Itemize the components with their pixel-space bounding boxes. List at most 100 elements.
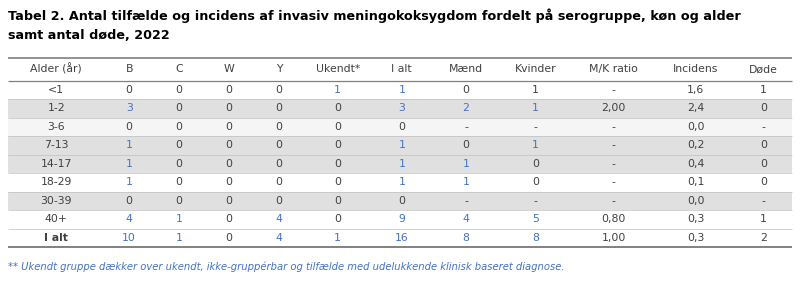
Text: 1: 1: [334, 233, 341, 243]
Text: I alt: I alt: [391, 64, 412, 74]
Bar: [8, 155, 792, 173]
Bar: [8, 99, 792, 118]
Text: 0: 0: [275, 196, 282, 206]
Text: 0: 0: [334, 159, 341, 169]
Text: 16: 16: [395, 233, 409, 243]
Text: 2,4: 2,4: [687, 103, 705, 113]
Text: 0: 0: [760, 103, 767, 113]
Text: 9: 9: [398, 214, 406, 224]
Text: 0: 0: [462, 85, 470, 95]
Text: 0,3: 0,3: [687, 214, 705, 224]
Text: samt antal døde, 2022: samt antal døde, 2022: [8, 29, 170, 42]
Text: 0,0: 0,0: [687, 122, 705, 132]
Text: -: -: [612, 85, 616, 95]
Text: 4: 4: [462, 214, 470, 224]
Text: -: -: [534, 196, 538, 206]
Text: 0,80: 0,80: [602, 214, 626, 224]
Text: 1: 1: [126, 177, 133, 187]
Text: 0: 0: [175, 159, 182, 169]
Bar: [8, 191, 792, 210]
Text: 1: 1: [398, 159, 406, 169]
Text: 0: 0: [275, 85, 282, 95]
Text: 0: 0: [462, 140, 470, 150]
Text: 0: 0: [275, 177, 282, 187]
Text: 2: 2: [760, 233, 767, 243]
Text: 0: 0: [175, 177, 182, 187]
Text: 4: 4: [126, 214, 133, 224]
Text: 0: 0: [226, 233, 233, 243]
Text: 0,1: 0,1: [687, 177, 705, 187]
Text: 0: 0: [760, 140, 767, 150]
Text: 10: 10: [122, 233, 136, 243]
Text: -: -: [612, 196, 616, 206]
Text: 8: 8: [462, 233, 470, 243]
Text: -: -: [762, 196, 766, 206]
Text: 0: 0: [760, 177, 767, 187]
Text: 1: 1: [398, 140, 406, 150]
Text: Tabel 2. Antal tilfælde og incidens af invasiv meningokoksygdom fordelt på serog: Tabel 2. Antal tilfælde og incidens af i…: [8, 8, 741, 22]
Text: 1: 1: [462, 177, 470, 187]
Text: Alder (år): Alder (år): [30, 64, 82, 75]
Text: 0: 0: [760, 159, 767, 169]
Text: 5: 5: [532, 214, 539, 224]
Text: I alt: I alt: [44, 233, 68, 243]
Text: 14-17: 14-17: [41, 159, 72, 169]
Text: 0: 0: [175, 140, 182, 150]
Text: 0: 0: [275, 140, 282, 150]
Text: 0: 0: [334, 140, 341, 150]
Text: 30-39: 30-39: [40, 196, 72, 206]
Text: 0,4: 0,4: [687, 159, 705, 169]
Text: 0: 0: [334, 122, 341, 132]
Text: 0,3: 0,3: [687, 233, 705, 243]
Text: 0: 0: [226, 177, 233, 187]
Text: -: -: [612, 177, 616, 187]
Text: 1: 1: [760, 214, 767, 224]
Text: 0: 0: [226, 140, 233, 150]
Text: 0: 0: [175, 122, 182, 132]
Text: 0: 0: [226, 122, 233, 132]
Text: 0: 0: [334, 214, 341, 224]
Text: -: -: [612, 122, 616, 132]
Text: 1: 1: [532, 140, 539, 150]
Text: 1: 1: [126, 140, 133, 150]
Text: M/K ratio: M/K ratio: [590, 64, 638, 74]
Text: 1-2: 1-2: [47, 103, 65, 113]
Text: 1: 1: [176, 214, 182, 224]
Text: 0: 0: [275, 159, 282, 169]
Text: 0: 0: [126, 85, 133, 95]
Text: 0: 0: [334, 103, 341, 113]
Text: 8: 8: [532, 233, 539, 243]
Text: Mænd: Mænd: [449, 64, 483, 74]
Text: 0: 0: [175, 196, 182, 206]
Text: 1: 1: [126, 159, 133, 169]
Text: Incidens: Incidens: [673, 64, 718, 74]
Text: 4: 4: [275, 214, 282, 224]
Text: -: -: [762, 122, 766, 132]
Text: 1: 1: [334, 85, 341, 95]
Text: 7-13: 7-13: [44, 140, 68, 150]
Text: 1: 1: [462, 159, 470, 169]
Bar: [8, 58, 792, 81]
Text: <1: <1: [48, 85, 64, 95]
Bar: [8, 173, 792, 191]
Text: 0: 0: [175, 103, 182, 113]
Text: C: C: [175, 64, 183, 74]
Text: 0: 0: [126, 122, 133, 132]
Text: ** Ukendt gruppe dækker over ukendt, ikke-gruppérbar og tilfælde med udelukkende: ** Ukendt gruppe dækker over ukendt, ikk…: [8, 261, 565, 271]
Text: 3: 3: [126, 103, 133, 113]
Text: -: -: [464, 122, 468, 132]
Text: 0: 0: [226, 214, 233, 224]
Text: 0: 0: [275, 122, 282, 132]
Text: 0: 0: [226, 85, 233, 95]
Text: 0: 0: [532, 177, 539, 187]
Text: -: -: [612, 159, 616, 169]
Bar: [8, 228, 792, 247]
Text: 0: 0: [226, 196, 233, 206]
Text: 40+: 40+: [45, 214, 68, 224]
Text: W: W: [223, 64, 234, 74]
Bar: [8, 118, 792, 136]
Text: 0,2: 0,2: [687, 140, 705, 150]
Text: 1: 1: [398, 177, 406, 187]
Text: 0: 0: [398, 196, 406, 206]
Text: 1,6: 1,6: [687, 85, 705, 95]
